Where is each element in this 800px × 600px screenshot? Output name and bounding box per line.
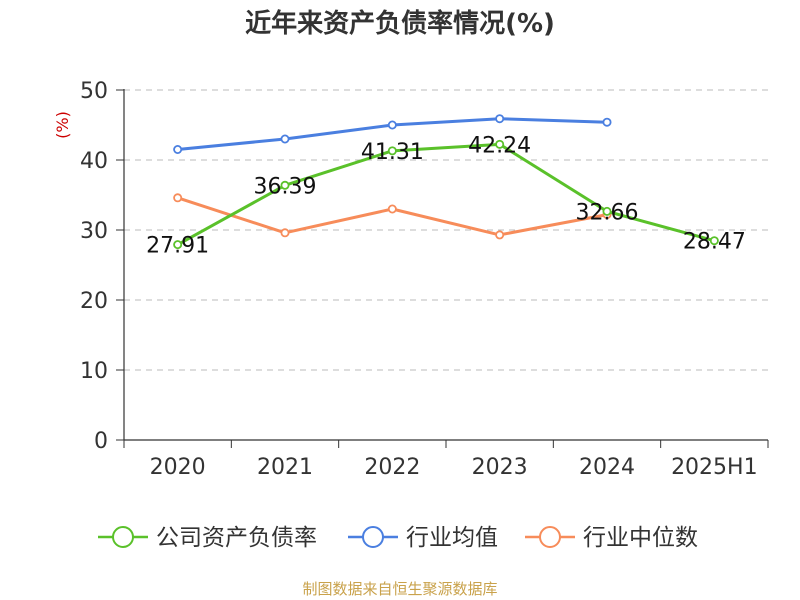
source-note: 制图数据来自恒生聚源数据库 xyxy=(302,580,497,598)
data-label: 27.91 xyxy=(146,234,209,259)
legend-marker xyxy=(362,526,384,548)
data-point xyxy=(602,206,612,216)
legend-label: 公司资产负债率 xyxy=(156,525,317,551)
data-point xyxy=(173,240,183,250)
x-tick-label: 2024 xyxy=(579,455,635,480)
legend-marker xyxy=(539,526,561,548)
y-tick-label: 20 xyxy=(80,289,108,314)
data-point xyxy=(280,134,290,144)
x-tick-label: 2023 xyxy=(472,455,528,480)
data-point xyxy=(495,230,505,240)
data-point xyxy=(495,139,505,149)
chart-title: 近年来资产负债率情况(%) xyxy=(245,8,555,39)
x-tick-label: 2020 xyxy=(150,455,206,480)
gridlines xyxy=(124,89,768,371)
x-tick-label: 2025H1 xyxy=(671,455,758,480)
data-point xyxy=(173,193,183,203)
y-axis-label: (%) xyxy=(53,111,72,139)
x-tick-label: 2021 xyxy=(257,455,313,480)
legend-label: 行业中位数 xyxy=(583,525,698,551)
data-point xyxy=(387,204,397,214)
y-tick-label: 50 xyxy=(80,79,108,104)
series-line xyxy=(176,142,715,246)
data-point xyxy=(173,144,183,154)
data-label: 42.24 xyxy=(468,133,531,158)
series-0: 27.91 36.39 41.31 42.24 32.66 28.47 xyxy=(146,133,746,258)
data-label: 32.66 xyxy=(576,200,639,225)
y-tick-label: 10 xyxy=(80,359,108,384)
legend-marker xyxy=(112,526,134,548)
data-point xyxy=(495,114,505,124)
data-point xyxy=(387,120,397,130)
legend: 公司资产负债率 行业均值 行业中位数 xyxy=(98,525,698,551)
data-point xyxy=(280,180,290,190)
data-point xyxy=(602,117,612,127)
y-tick-label: 40 xyxy=(80,149,108,174)
data-point xyxy=(280,228,290,238)
y-tick-label: 0 xyxy=(94,429,108,454)
series-2 xyxy=(173,193,612,240)
data-label: 41.31 xyxy=(361,140,424,165)
axes: 0 10 20 30 40 50 2020 2021 2022 2023 2024 2025H1 xyxy=(80,79,769,480)
data-label: 28.47 xyxy=(683,230,746,255)
x-tick-label: 2022 xyxy=(364,455,420,480)
data-point xyxy=(387,146,397,156)
legend-label: 行业均值 xyxy=(406,525,498,551)
series-line xyxy=(177,196,608,237)
y-tick-label: 30 xyxy=(80,219,108,244)
series-group: 27.91 36.39 41.31 42.24 32.66 28.47 xyxy=(146,114,746,259)
series-1 xyxy=(173,114,612,154)
data-point xyxy=(709,236,719,246)
data-label: 36.39 xyxy=(254,174,317,199)
